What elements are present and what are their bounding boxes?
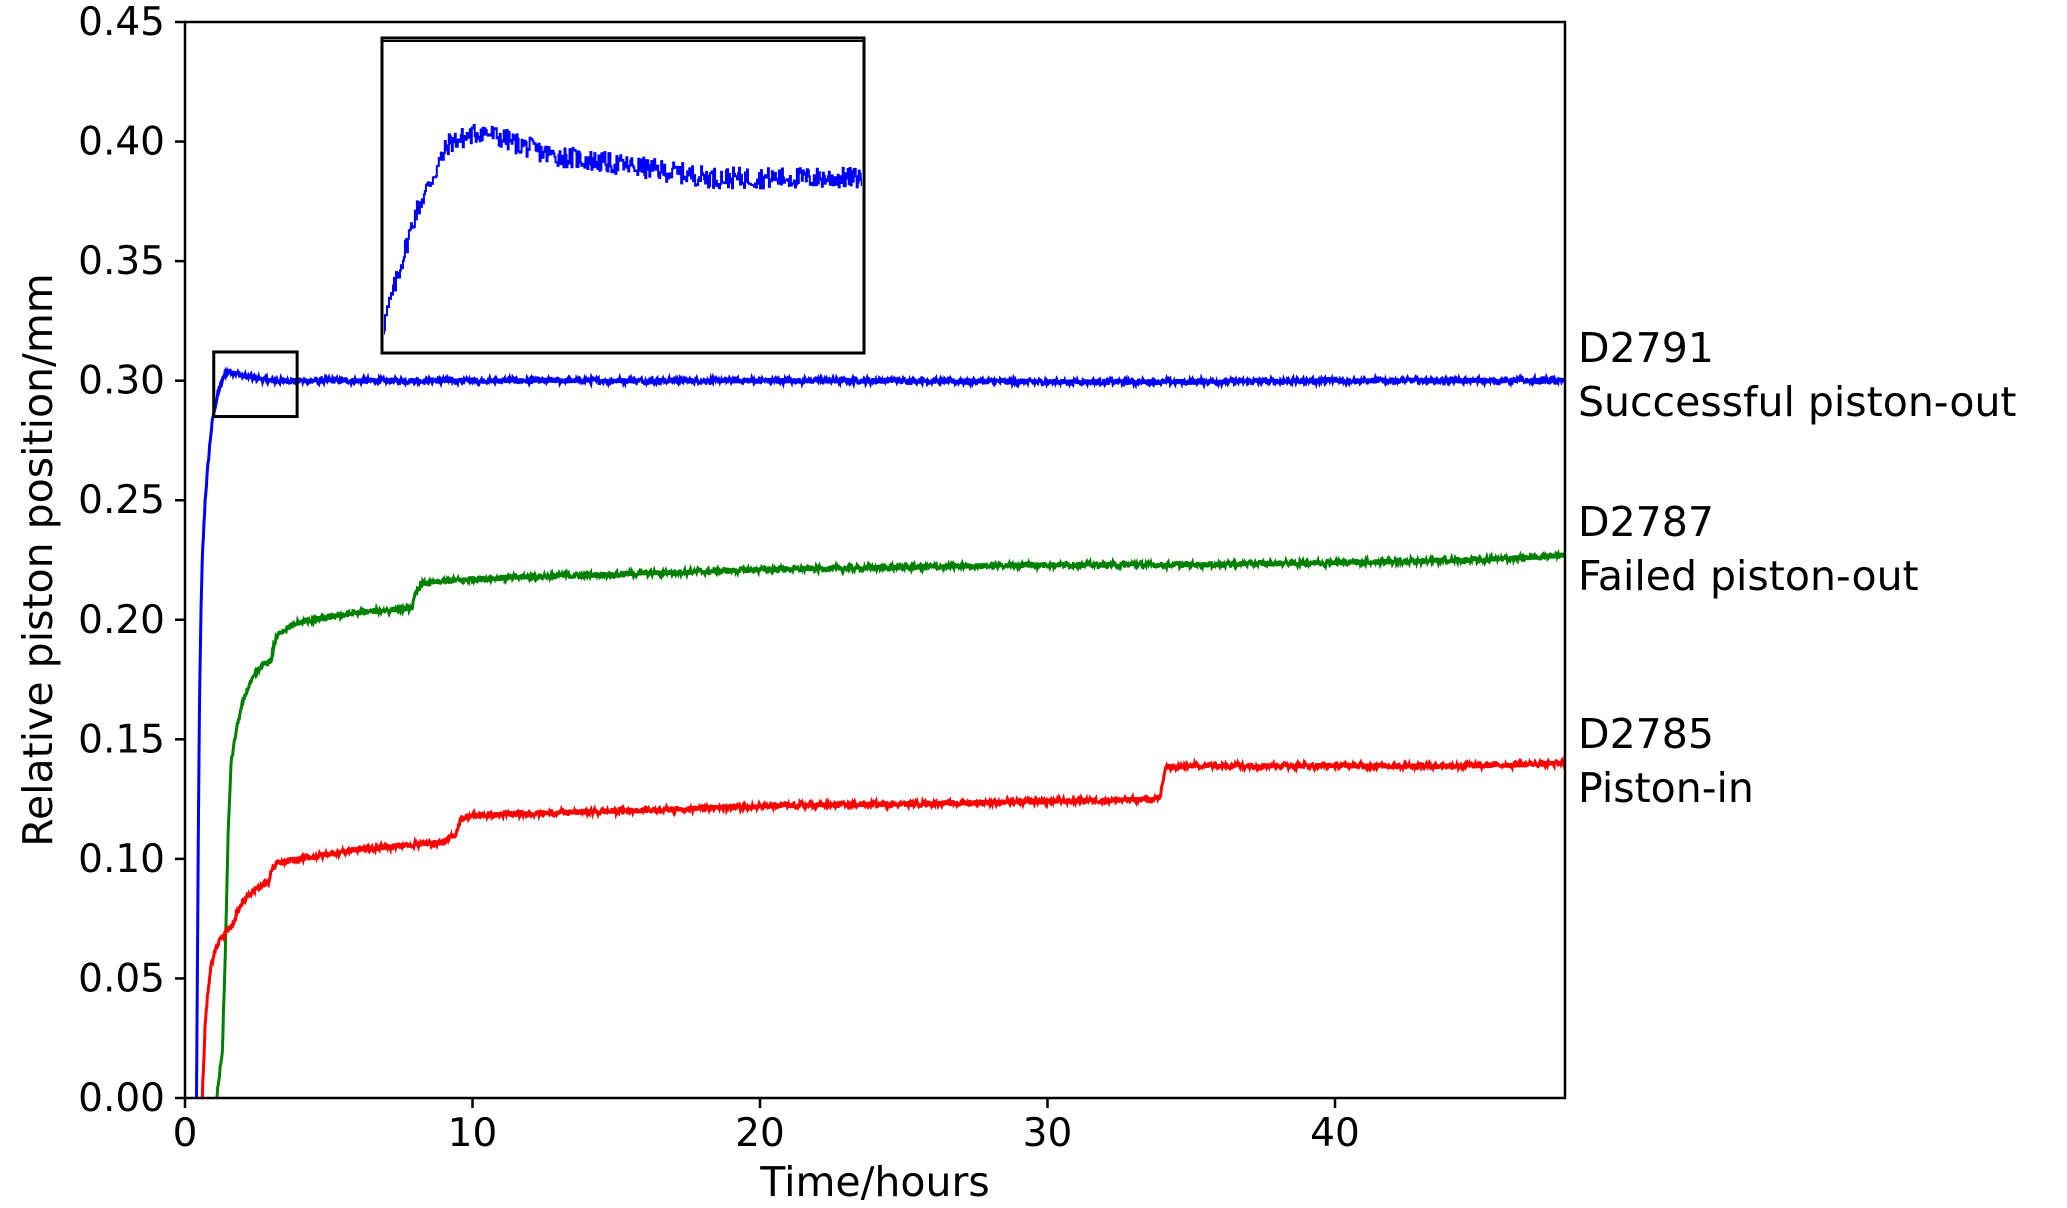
series-label: Successful piston-out (1578, 378, 2017, 426)
y-tick-label: 0.15 (78, 717, 165, 762)
series-label: Failed piston-out (1578, 552, 1919, 600)
y-tick-label: 0.05 (78, 956, 165, 1001)
y-tick-label: 0.45 (78, 0, 165, 45)
y-axis-title: Relative piston position/mm (14, 273, 62, 846)
x-tick-label: 20 (735, 1111, 785, 1156)
x-axis: 0 10 20 30 40 (173, 1098, 1360, 1156)
y-tick-label: 0.10 (78, 837, 165, 882)
x-axis-title: Time/hours (759, 1158, 989, 1206)
series-label: D2791 (1578, 324, 1714, 372)
series-label: Piston-in (1578, 764, 1754, 812)
series-label: D2785 (1578, 710, 1714, 758)
series-line (200, 755, 1565, 1098)
series-line (195, 366, 1565, 1098)
y-tick-label: 0.00 (78, 1076, 165, 1121)
y-tick-label: 0.25 (78, 478, 165, 523)
series-label: D2787 (1578, 498, 1714, 546)
x-tick-label: 30 (1023, 1111, 1073, 1156)
y-tick-label: 0.40 (78, 120, 165, 165)
series-line (215, 548, 1565, 1098)
x-tick-label: 10 (448, 1111, 498, 1156)
x-tick-label: 40 (1310, 1111, 1360, 1156)
x-tick-label: 0 (173, 1111, 198, 1156)
y-axis: 0.00 0.05 0.10 0.15 0.20 0.25 0.30 0.35 0.40 0.45 (78, 0, 185, 1121)
inset-zoom (380, 36, 866, 355)
inset-frame (380, 36, 866, 355)
zoom-region-box (212, 350, 299, 419)
y-tick-label: 0.30 (78, 359, 165, 404)
series-annotations: D2791 Successful piston-out D2787 Failed pi… (1578, 324, 2017, 812)
inset-series-line (384, 124, 862, 336)
y-tick-label: 0.20 (78, 598, 165, 643)
plot-frame (183, 20, 1567, 1100)
series-layer (195, 366, 1565, 1098)
y-tick-label: 0.35 (78, 239, 165, 284)
